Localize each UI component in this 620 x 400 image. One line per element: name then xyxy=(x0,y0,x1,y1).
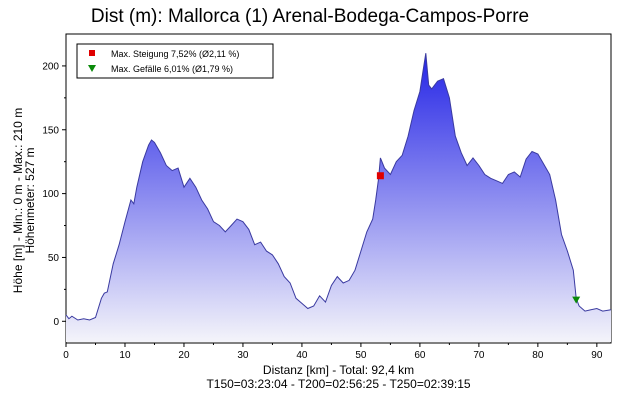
y-tick-label: 100 xyxy=(42,189,59,200)
y-axis-sublabel: Höhenmeter: 527 m xyxy=(23,147,37,253)
y-tick-label: 200 xyxy=(42,61,59,72)
x-axis-label: Distanz [km] - Total: 92,4 km xyxy=(263,363,414,377)
legend-max-climb: Max. Steigung 7,52% (Ø2,11 %) xyxy=(111,49,239,59)
profile-markers xyxy=(376,172,581,304)
x-axis-ticks: 0 10 20 30 40 50 60 70 80 90 xyxy=(63,343,603,361)
legend-box xyxy=(76,43,274,79)
y-tick-label: 0 xyxy=(53,317,59,328)
y-tick-label: 150 xyxy=(42,125,59,136)
time-estimates: T150=03:23:04 - T200=02:56:25 - T250=02:… xyxy=(206,377,470,391)
y-tick-label: 50 xyxy=(48,253,60,264)
x-tick-label: 30 xyxy=(237,350,249,361)
y-axis-ticks: 0 50 100 150 200 xyxy=(42,61,66,328)
chart-title: Dist (m): Mallorca (1) Arenal-Bodega-Cam… xyxy=(90,6,530,27)
legend-max-descent: Max. Gefälle 6,01% (Ø1,79 %) xyxy=(111,64,233,74)
x-tick-label: 40 xyxy=(296,350,308,361)
elevation-line xyxy=(65,53,612,321)
max-climb-marker xyxy=(376,172,384,180)
x-tick-label: 90 xyxy=(591,350,603,361)
max-descent-marker xyxy=(572,296,581,304)
elevation-area xyxy=(66,53,611,342)
x-tick-label: 10 xyxy=(119,350,131,361)
x-tick-label: 60 xyxy=(414,350,426,361)
x-tick-label: 50 xyxy=(355,350,367,361)
legend-max-climb-swatch xyxy=(89,50,95,56)
legend-max-descent-swatch xyxy=(88,65,96,72)
legend: Max. Steigung 7,52% (Ø2,11 %) Max. Gefäl… xyxy=(76,43,274,79)
x-tick-label: 0 xyxy=(63,350,69,361)
x-tick-label: 70 xyxy=(473,350,485,361)
y-axis-label: Höhe [m] - Min.: 0 m - Max.: 210 m xyxy=(11,108,25,293)
x-tick-label: 20 xyxy=(178,350,190,361)
x-tick-label: 80 xyxy=(532,350,544,361)
